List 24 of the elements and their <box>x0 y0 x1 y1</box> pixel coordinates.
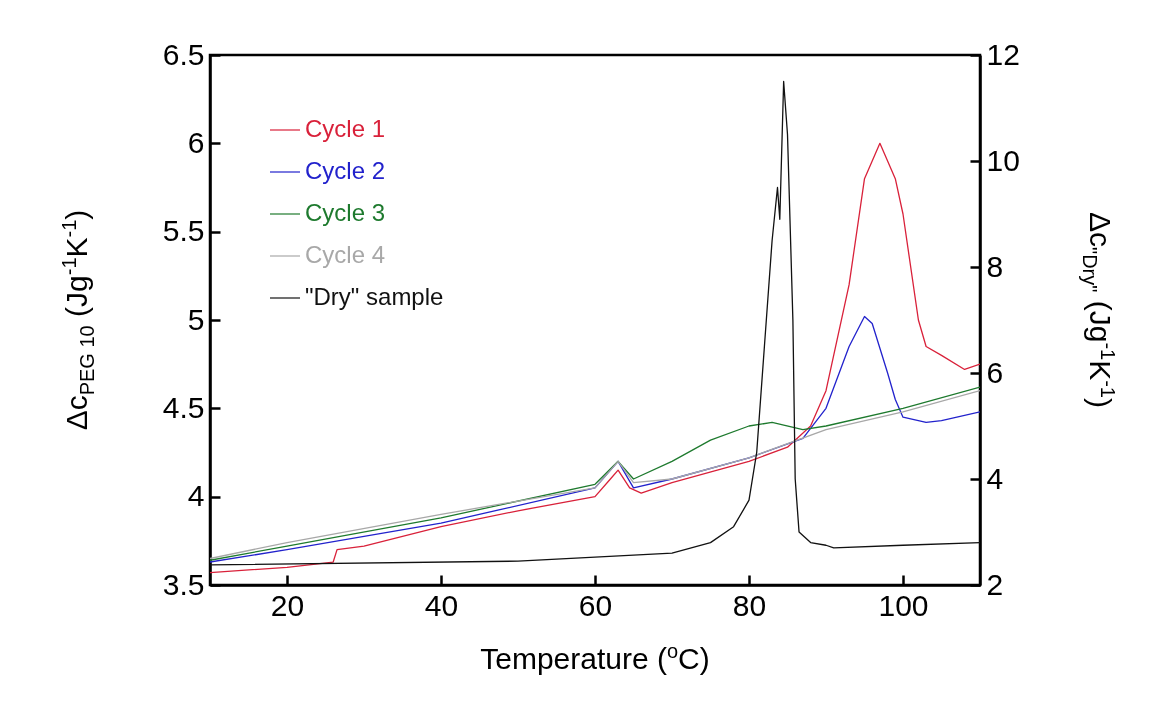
y2-tick-label: 8 <box>986 249 1004 283</box>
legend-label: Cycle 3 <box>305 199 386 226</box>
x-axis-title: Temperature ($^{o}$C) <box>480 640 710 676</box>
legend-label: Cycle 2 <box>305 157 386 184</box>
y2-tick-label: 10 <box>986 143 1020 177</box>
x-tick-label: 100 <box>878 588 929 622</box>
legend-label: Cycle 1 <box>305 115 386 142</box>
y-tick-label: 4 <box>187 479 205 513</box>
legend-label: "Dry" sample <box>305 283 444 310</box>
y-tick-label: 5.5 <box>162 214 205 248</box>
x-tick-label: 40 <box>424 588 459 622</box>
y2-tick-label: 4 <box>986 461 1004 495</box>
x-tick-label: 80 <box>732 588 767 622</box>
legend-label: Cycle 4 <box>305 241 386 268</box>
y-tick-label: 5 <box>187 302 205 336</box>
y2-tick-label: 2 <box>986 567 1004 601</box>
y-tick-label: 6.5 <box>162 37 205 71</box>
y2-tick-label: 6 <box>986 355 1004 389</box>
x-tick-label: 20 <box>270 588 305 622</box>
y2-tick-label: 12 <box>986 37 1020 71</box>
y-tick-label: 6 <box>187 125 205 159</box>
x-tick-label: 60 <box>578 588 613 622</box>
y-tick-label: 4.5 <box>162 390 205 424</box>
y-tick-label: 3.5 <box>162 567 205 601</box>
